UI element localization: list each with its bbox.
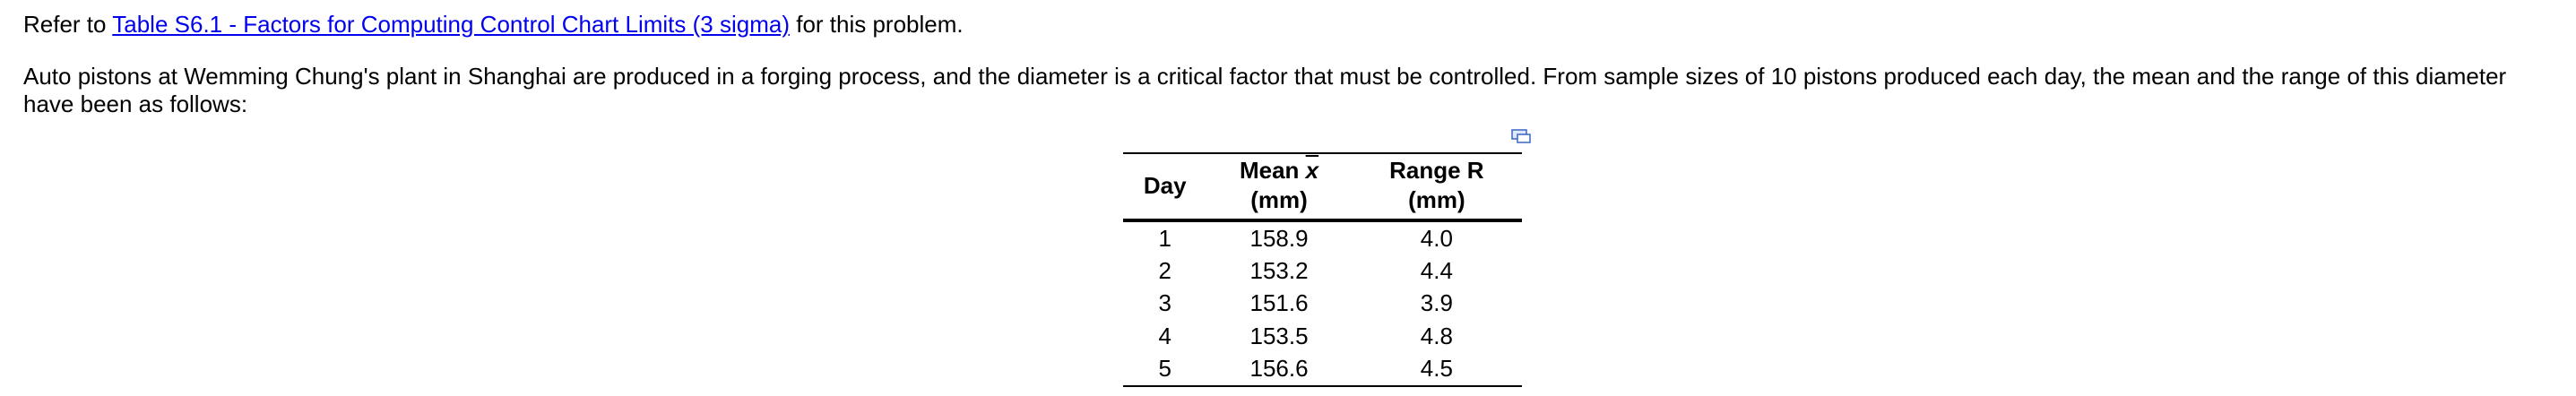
table-cell: 4.8 — [1420, 322, 1453, 349]
header-unit: (mm) — [1408, 186, 1465, 213]
table-cell: 4.5 — [1420, 355, 1453, 383]
header-label: Mean — [1239, 157, 1300, 184]
table-row: 5 156.6 4.5 — [1123, 353, 1522, 386]
header-unit: (mm) — [1250, 186, 1308, 213]
table-link[interactable]: Table S6.1 - Factors for Computing Contr… — [112, 11, 790, 38]
table-row: 3 151.6 3.9 — [1123, 288, 1522, 320]
table-cell: 2 — [1158, 257, 1171, 285]
table-cell: 4.4 — [1420, 257, 1453, 285]
intro-text: Refer to — [23, 11, 107, 38]
table-cell: 151.6 — [1249, 289, 1309, 317]
table-cell: 3 — [1158, 289, 1171, 317]
table-cell: 153.5 — [1249, 322, 1309, 349]
header-row: Day Mean x (mm) Range R (mm) — [1123, 153, 1522, 222]
table-cell: 5 — [1158, 355, 1171, 383]
column-header: Range R (mm) — [1351, 153, 1522, 222]
table-row: 4 153.5 4.8 — [1123, 320, 1522, 352]
table-body: 1 158.9 4.0 2 153.2 4.4 3 151.6 3.9 4 153.5 4.8 5 156… — [1123, 220, 1522, 386]
copy-icon[interactable] — [1511, 129, 1531, 143]
intro-text: for this problem. — [796, 11, 964, 38]
intro: Refer to Table S6.1 - Factors for Comput… — [23, 11, 964, 39]
table-cell: 1 — [1158, 224, 1171, 252]
table-cell: 153.2 — [1249, 257, 1309, 285]
column-header: Mean x (mm) — [1206, 153, 1352, 222]
table-cell: 158.9 — [1249, 224, 1309, 252]
table-row: 1 158.9 4.0 — [1123, 220, 1522, 254]
table-row: 2 153.2 4.4 — [1123, 254, 1522, 287]
table-cell: 4 — [1158, 322, 1171, 349]
header-label: Range R — [1389, 157, 1484, 184]
problem-text: Auto pistons at Wemming Chung's plant in… — [23, 63, 2507, 117]
data-table: Day Mean x (mm) Range R (mm) 1 158.9 4.0 2 153.2… — [1123, 152, 1522, 387]
header-label: Day — [1143, 171, 1187, 199]
header-symbol: x — [1305, 157, 1319, 184]
table-cell: 3.9 — [1420, 289, 1453, 317]
table-cell: 4.0 — [1420, 224, 1453, 252]
column-header: Day — [1123, 153, 1207, 222]
table-cell: 156.6 — [1249, 355, 1309, 383]
